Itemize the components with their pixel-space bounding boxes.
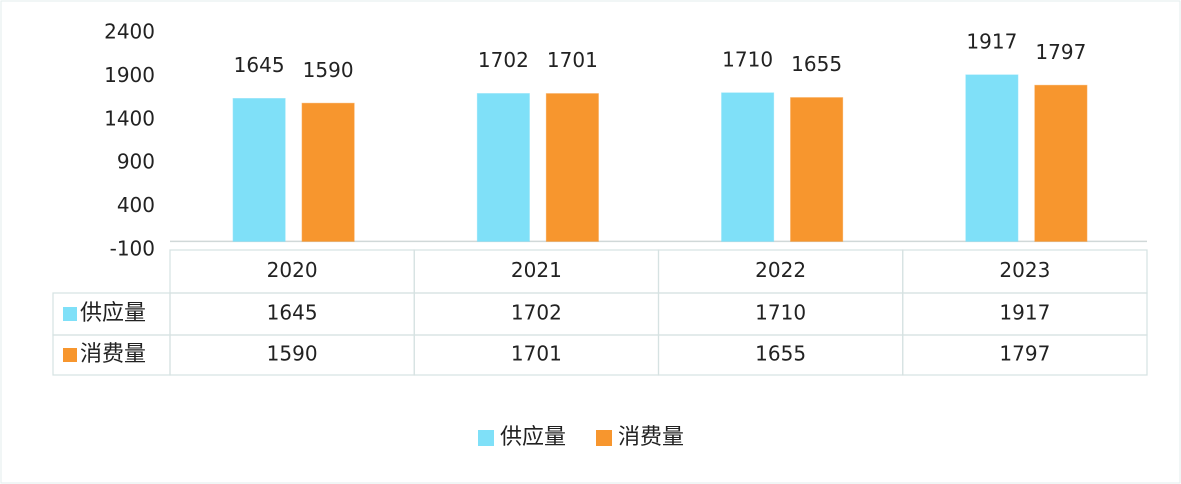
data-label: 1655 bbox=[791, 52, 842, 76]
table-value: 1710 bbox=[755, 301, 806, 325]
table-value: 1655 bbox=[755, 342, 806, 366]
table-legend-swatch bbox=[63, 307, 77, 321]
x-tick-label: 2023 bbox=[999, 258, 1050, 282]
bar bbox=[232, 98, 286, 242]
table-value: 1590 bbox=[267, 342, 318, 366]
bar bbox=[476, 93, 530, 242]
legend-label: 供应量 bbox=[500, 425, 566, 450]
y-tick-label: 2400 bbox=[104, 20, 155, 44]
bar bbox=[545, 93, 599, 242]
bar bbox=[790, 97, 844, 242]
x-tick-label: 2022 bbox=[755, 258, 806, 282]
bar bbox=[301, 102, 355, 242]
table-value: 1645 bbox=[267, 301, 318, 325]
data-label: 1917 bbox=[966, 29, 1017, 53]
x-tick-label: 2021 bbox=[511, 258, 562, 282]
legend-swatch bbox=[478, 430, 494, 446]
table-value: 1797 bbox=[999, 342, 1050, 366]
y-tick-label: 1900 bbox=[104, 63, 155, 87]
table-cell bbox=[902, 334, 1148, 376]
data-label: 1702 bbox=[478, 48, 529, 72]
legend-swatch bbox=[596, 430, 612, 446]
data-label: 1590 bbox=[303, 58, 354, 82]
x-tick-label: 2020 bbox=[267, 258, 318, 282]
y-tick-label: -100 bbox=[110, 237, 155, 261]
bar bbox=[965, 74, 1019, 242]
y-tick-label: 400 bbox=[117, 193, 155, 217]
y-tick-label: 1400 bbox=[104, 106, 155, 130]
table-legend-swatch bbox=[63, 348, 77, 362]
table-series-label: 消费量 bbox=[80, 342, 146, 367]
data-label: 1645 bbox=[234, 53, 285, 77]
table-series-label: 供应量 bbox=[80, 301, 146, 326]
y-tick-label: 900 bbox=[117, 150, 155, 174]
table-value: 1702 bbox=[511, 301, 562, 325]
legend-label: 消费量 bbox=[618, 425, 684, 450]
table-value: 1917 bbox=[999, 301, 1050, 325]
data-label: 1701 bbox=[547, 48, 598, 72]
data-label: 1797 bbox=[1035, 40, 1086, 64]
table-value: 1701 bbox=[511, 342, 562, 366]
bar bbox=[1034, 84, 1088, 242]
bar bbox=[721, 92, 775, 242]
data-label: 1710 bbox=[722, 47, 773, 71]
table-cell bbox=[52, 334, 171, 376]
